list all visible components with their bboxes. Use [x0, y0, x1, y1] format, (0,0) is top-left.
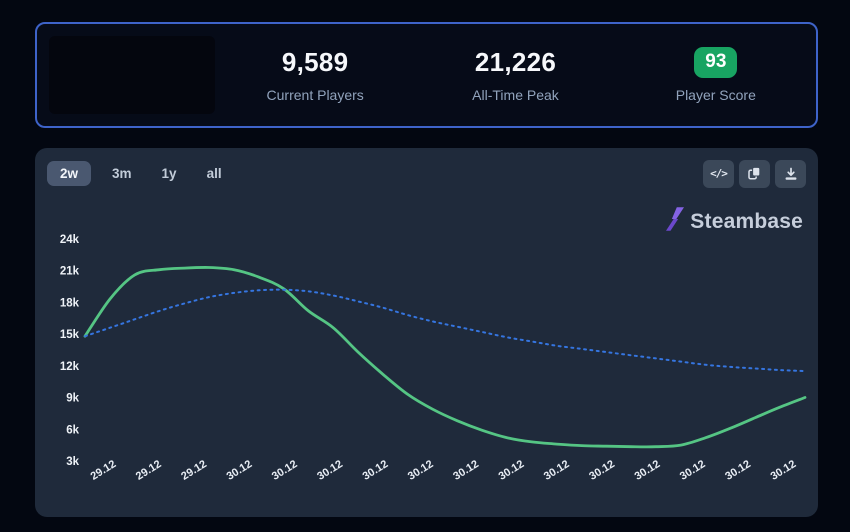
x-axis-tick: 30.12: [406, 458, 436, 483]
range-button-2w[interactable]: 2w: [47, 161, 92, 186]
x-axis-tick: 30.12: [270, 458, 300, 483]
trend-line: [84, 288, 806, 373]
copy-button[interactable]: [739, 159, 770, 188]
x-axis-tick: 30.12: [361, 458, 391, 483]
range-button-1y[interactable]: 1y: [153, 161, 186, 186]
embed-code-button[interactable]: </>: [703, 159, 734, 188]
copy-icon: [747, 166, 762, 181]
x-axis-tick: 29.12: [179, 458, 209, 483]
y-axis-tick: 6k: [66, 424, 79, 436]
x-axis-tick: 30.12: [633, 458, 663, 483]
x-axis-tick: 30.12: [678, 458, 708, 483]
current-players-value: 9,589: [281, 47, 349, 77]
stat-current-players: 9,589 Current Players: [215, 47, 415, 103]
y-axis-tick: 3k: [66, 456, 79, 468]
y-axis-tick: 9k: [66, 393, 79, 405]
y-axis-tick: 18k: [60, 297, 80, 309]
current-players-label: Current Players: [266, 87, 364, 103]
steambase-logo-text: Steambase: [690, 209, 803, 233]
x-axis-tick: 30.12: [587, 458, 617, 483]
y-axis-tick: 15k: [60, 329, 80, 341]
steambase-logo: Steambase: [666, 207, 803, 236]
download-button[interactable]: [775, 159, 806, 188]
y-axis-tick: 24k: [60, 234, 80, 246]
x-axis-tick: 30.12: [723, 458, 753, 483]
players-line: [83, 266, 807, 449]
y-axis-tick: 12k: [60, 361, 80, 373]
all-time-peak-label: All-Time Peak: [472, 87, 559, 103]
range-button-3m[interactable]: 3m: [103, 161, 141, 186]
x-axis-tick: 29.12: [89, 458, 119, 483]
player-chart: 24k 21k 18k 15k 12k 9k 6k 3k 29.12 29.12 29.12 30.1…: [60, 234, 807, 483]
stat-all-time-peak: 21,226 All-Time Peak: [415, 47, 615, 103]
chart-tools: </>: [703, 159, 806, 188]
stat-player-score: 93 Player Score: [616, 47, 816, 103]
game-cover-image: [49, 36, 215, 114]
code-icon: </>: [710, 167, 728, 180]
x-axis-tick: 29.12: [134, 458, 164, 483]
range-button-all[interactable]: all: [198, 161, 231, 186]
steambase-logo-icon: [666, 207, 685, 236]
y-axis-tick: 21k: [60, 266, 80, 278]
x-axis-tick: 30.12: [769, 458, 799, 483]
player-score-badge: 93: [694, 47, 738, 78]
player-chart-card: 2w 3m 1y all </>: [35, 148, 818, 517]
x-axis-tick: 30.12: [542, 458, 572, 483]
all-time-peak-value: 21,226: [474, 47, 557, 77]
x-axis-tick: 30.12: [315, 458, 345, 483]
chart-toolbar: 2w 3m 1y all </>: [47, 159, 806, 188]
x-axis-tick: 30.12: [225, 458, 255, 483]
game-stats-card: 9,589 Current Players 21,226 All-Time Pe…: [35, 22, 818, 128]
download-icon: [784, 167, 798, 181]
player-score-label: Player Score: [675, 86, 756, 103]
time-range-selector: 2w 3m 1y all: [47, 161, 231, 186]
x-axis-tick: 30.12: [451, 458, 481, 483]
x-axis-tick: 30.12: [497, 458, 527, 483]
